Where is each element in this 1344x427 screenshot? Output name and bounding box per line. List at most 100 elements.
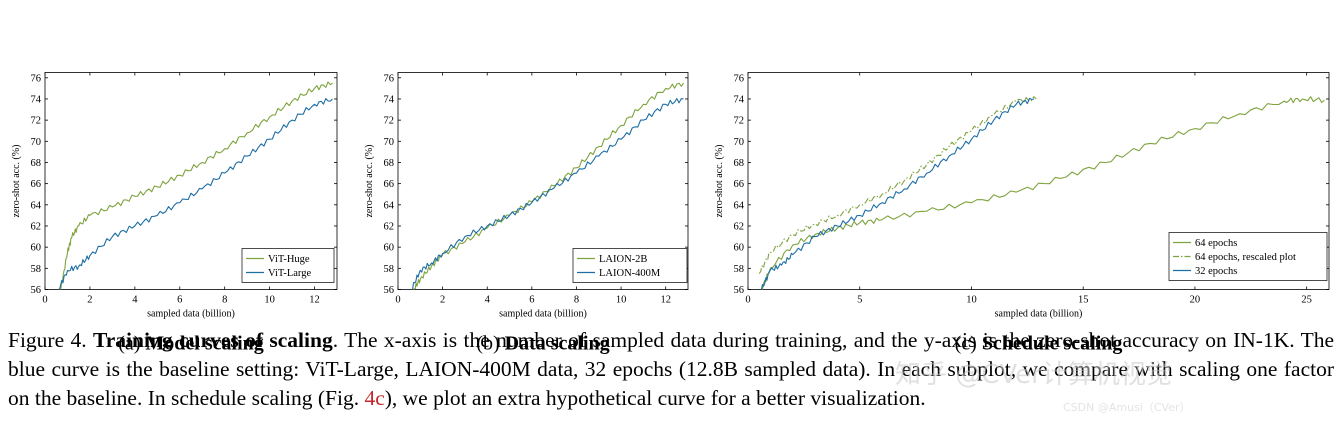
legend: LAION-2B LAION-400M xyxy=(572,248,688,283)
watermark-csdn: CSDN @Amusi（CVer） xyxy=(1063,401,1191,414)
x-tick-label: 4 xyxy=(132,295,138,306)
x-tick-label: 0 xyxy=(42,295,47,306)
legend-label: 64 epochs, rescaled plot xyxy=(1195,252,1296,263)
y-tick-label: 68 xyxy=(31,158,42,169)
series-line-32-epochs xyxy=(760,97,1035,290)
x-tick-label: 8 xyxy=(222,295,227,306)
y-tick-label: 74 xyxy=(734,94,745,105)
x-tick-label: 20 xyxy=(1190,295,1201,306)
x-tick-label: 10 xyxy=(616,295,627,306)
series-line-laion-400m xyxy=(411,98,684,290)
caption-text-2: ), we plot an extra hypothetical curve f… xyxy=(384,386,926,410)
watermark-zhihu: 知乎 @CVer计算机视觉 xyxy=(895,360,1172,390)
y-tick-label: 76 xyxy=(31,73,42,84)
legend-label: ViT-Large xyxy=(268,268,311,279)
y-tick-label: 58 xyxy=(734,264,745,275)
plot-frame xyxy=(397,72,689,290)
y-tick-label: 62 xyxy=(384,221,395,232)
series-line-laion-2b xyxy=(413,82,684,290)
y-tick-label: 62 xyxy=(31,221,42,232)
legend: 64 epochs 64 epochs, rescaled plot 32 epoc… xyxy=(1168,232,1328,281)
y-tick-label: 58 xyxy=(384,264,395,275)
y-tick-label: 62 xyxy=(734,221,745,232)
x-tick-label: 0 xyxy=(395,295,400,306)
legend-label: LAION-2B xyxy=(599,254,647,265)
legend-box xyxy=(572,248,688,283)
y-tick-label: 72 xyxy=(734,116,745,127)
y-tick-label: 76 xyxy=(384,73,395,84)
subcaption-title: Model scaling xyxy=(145,333,263,355)
y-tick-label: 64 xyxy=(734,200,745,211)
legend-label: ViT-Huge xyxy=(268,254,310,265)
series-line-64-epochs-rescaled-plot xyxy=(758,96,1037,274)
subcaption-title: Data scaling xyxy=(505,333,610,355)
x-tick-label: 2 xyxy=(87,295,92,306)
figure-caption: Figure 4. Training curves of scaling. Th… xyxy=(8,326,1334,413)
x-tick-label: 10 xyxy=(966,295,977,306)
x-tick-label: 25 xyxy=(1301,295,1312,306)
y-tick-label: 66 xyxy=(384,179,395,190)
legend-label: 64 epochs xyxy=(1195,238,1237,249)
y-tick-label: 56 xyxy=(734,285,745,296)
watermark: 知乎 @CVer计算机视觉 CSDN @Amusi（CVer） xyxy=(895,354,1335,414)
y-axis-label: zero-shot acc. (%) xyxy=(11,144,22,217)
y-tick-label: 58 xyxy=(31,264,42,275)
series-lines xyxy=(58,81,333,290)
y-axis-label: zero-shot acc. (%) xyxy=(714,144,725,217)
legend-box xyxy=(1168,232,1328,281)
legend: ViT-Huge ViT-Large xyxy=(241,248,335,283)
subcaption-prefix: (a) xyxy=(118,333,145,355)
y-tick-label: 68 xyxy=(734,158,745,169)
x-tick-label: 0 xyxy=(745,295,750,306)
subcaption: (b) Data scaling xyxy=(476,333,609,355)
y-tick-label: 64 xyxy=(384,200,395,211)
x-tick-label: 2 xyxy=(440,295,445,306)
series-line-vit-large xyxy=(58,98,333,290)
x-tick-label: 8 xyxy=(574,295,579,306)
y-tick-label: 66 xyxy=(31,179,42,190)
y-tick-label: 66 xyxy=(734,179,745,190)
caption-figure-ref-link[interactable]: 4c xyxy=(364,386,385,410)
subcaption-prefix: (c) xyxy=(955,333,982,355)
x-axis-label: sampled data (billion) xyxy=(995,309,1083,320)
x-tick-label: 6 xyxy=(177,295,182,306)
x-tick-label: 4 xyxy=(485,295,491,306)
y-tick-label: 60 xyxy=(384,243,395,254)
y-tick-label: 64 xyxy=(31,200,42,211)
x-tick-label: 5 xyxy=(857,295,862,306)
x-axis-label: sampled data (billion) xyxy=(147,309,235,320)
y-tick-label: 68 xyxy=(384,158,395,169)
y-tick-label: 70 xyxy=(31,137,42,148)
subcaption: (c) Schedule scaling xyxy=(955,333,1123,355)
x-tick-label: 6 xyxy=(529,295,534,306)
series-lines xyxy=(411,82,684,290)
y-tick-label: 74 xyxy=(31,94,42,105)
subcaption: (a) Model scaling xyxy=(118,333,264,355)
y-tick-label: 76 xyxy=(734,73,745,84)
plot-frame xyxy=(44,72,338,290)
y-tick-label: 60 xyxy=(31,243,42,254)
y-tick-label: 56 xyxy=(384,285,395,296)
y-tick-label: 72 xyxy=(384,116,395,127)
caption-bold-title: Training curves of scaling xyxy=(93,328,333,352)
caption-figure-label: Figure 4. xyxy=(8,328,87,352)
y-tick-label: 74 xyxy=(384,94,395,105)
legend-box xyxy=(241,248,335,283)
series-line-vit-huge xyxy=(60,81,333,290)
y-tick-label: 72 xyxy=(31,116,42,127)
panel-c-schedule-scaling: 0 5 10 15 20 25 56 58 60 62 64 66 68 70 72 74 76 sampled … xyxy=(714,72,1330,355)
plot-frame xyxy=(747,72,1330,290)
y-tick-label: 60 xyxy=(734,243,745,254)
legend-label: LAION-400M xyxy=(599,268,661,279)
x-tick-label: 15 xyxy=(1078,295,1089,306)
x-tick-label: 10 xyxy=(264,295,275,306)
x-tick-label: 12 xyxy=(309,295,320,306)
x-tick-label: 12 xyxy=(660,295,671,306)
y-tick-label: 70 xyxy=(734,137,745,148)
y-axis-label: zero-shot acc. (%) xyxy=(364,144,375,217)
subcaption-prefix: (b) xyxy=(476,333,504,355)
y-tick-label: 56 xyxy=(31,285,42,296)
